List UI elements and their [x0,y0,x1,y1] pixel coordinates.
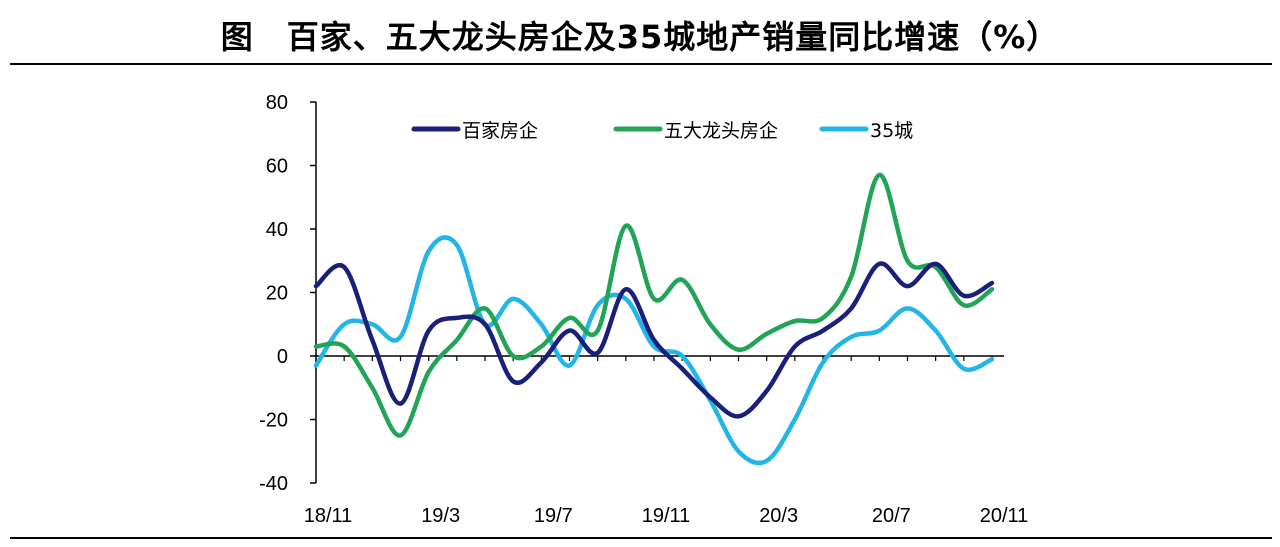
title-bar: 图 百家、五大龙头房企及35城地产销量同比增速（%） [0,0,1280,65]
y-tick-label: -40 [259,473,288,495]
x-tick-label: 19/3 [421,505,460,527]
legend-label: 百家房企 [462,120,538,142]
x-tick-label: 19/7 [534,505,573,527]
y-tick-label: 0 [277,346,288,368]
x-tick-label: 19/11 [642,505,691,527]
x-tick-label: 20/3 [759,505,798,527]
legend-label: 35城 [870,120,913,142]
series-line [313,261,995,419]
title-divider [10,63,1272,65]
series-line [313,172,995,438]
x-tick-label: 20/7 [872,505,911,527]
y-tick-label: 40 [266,219,288,241]
x-tick-label: 20/11 [980,505,1029,527]
y-tick-label: 60 [266,156,288,178]
y-tick-label: 20 [266,283,288,305]
x-tick-label: 18/11 [304,505,353,527]
legend-label: 五大龙头房企 [664,120,778,142]
y-tick-label: 80 [266,92,288,114]
series-line [313,235,995,466]
y-tick-label: -20 [259,410,288,432]
chart-title: 图 百家、五大龙头房企及35城地产销量同比增速（%） [220,18,1060,56]
bottom-divider [10,537,1272,539]
